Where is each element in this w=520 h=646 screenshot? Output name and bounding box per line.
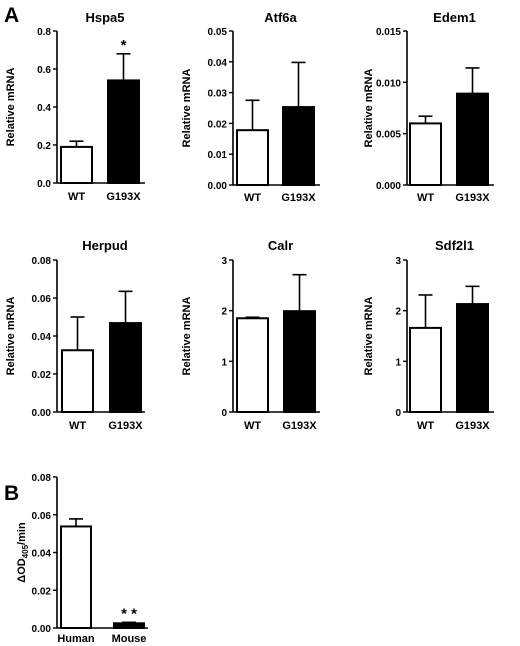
significance-marker: * — [121, 37, 127, 54]
y-tick-label: 0.00 — [208, 181, 228, 192]
x-tick-label-mouse: Mouse — [112, 633, 147, 645]
y-tick-label: 1 — [395, 357, 401, 368]
y-tick-label: 0.06 — [32, 511, 52, 522]
chart-title: Atf6a — [264, 10, 297, 25]
x-tick-label-g193x: G193X — [455, 192, 490, 204]
y-tick-label: 0.01 — [208, 150, 228, 161]
y-tick-label: 2 — [395, 307, 401, 318]
bar-g193x — [107, 79, 140, 184]
y-axis-label: Relative mRNA — [181, 297, 193, 376]
y-tick-label: 0.6 — [37, 65, 51, 76]
y-axis-label: Relative mRNA — [5, 68, 17, 147]
y-tick-label: 0.08 — [32, 256, 52, 267]
x-tick-label-wt: WT — [69, 420, 86, 432]
charts-layer: Hspa5 Relative mRNA 0.0 0.2 0.4 0.6 0.8 WT G193X… — [5, 10, 494, 645]
y-tick-label: 1 — [221, 357, 227, 368]
y-tick-label: 0.08 — [32, 473, 52, 484]
chart-title: Calr — [268, 238, 293, 253]
x-tick-label-human: Human — [57, 633, 95, 645]
chart-title: Herpud — [82, 238, 128, 253]
bar-wt — [236, 317, 269, 413]
y-axis-label: Relative mRNA — [5, 297, 17, 376]
significance-marker: * * — [121, 605, 137, 622]
bar-g193x — [283, 310, 316, 414]
y-axis-label-tail: /min — [16, 522, 28, 545]
y-tick-label: 0.02 — [32, 370, 52, 381]
x-tick-label-g193x: G193X — [455, 420, 490, 432]
y-axis-label: Relative mRNA — [363, 297, 375, 376]
y-tick-label: 0 — [221, 408, 227, 419]
x-tick-label-g193x: G193X — [108, 420, 143, 432]
chart-title: Sdf2l1 — [435, 238, 474, 253]
y-tick-label: 0.8 — [37, 27, 51, 38]
bar-wt — [60, 145, 93, 184]
bar-mouse — [113, 622, 145, 629]
y-tick-label: 0.02 — [208, 119, 228, 130]
y-axis-label-subscript: 405 — [21, 544, 30, 558]
chart-atf6a: Atf6a Relative mRNA 0.00 0.01 0.02 0.03 0.04 0.… — [181, 10, 320, 204]
y-tick-label: 0.4 — [37, 103, 51, 114]
y-tick-label: 0.000 — [376, 181, 401, 192]
chart-sdf2l1: Sdf2l1 Relative mRNA 0 1 2 3 WT G193X — [363, 238, 494, 432]
x-tick-label-wt: WT — [244, 420, 261, 432]
y-tick-label: 0.00 — [32, 408, 52, 419]
y-tick-label: 0.06 — [32, 294, 52, 305]
x-tick-label-g193x: G193X — [282, 420, 317, 432]
x-tick-label-g193x: G193X — [106, 191, 141, 203]
y-tick-label: 0.03 — [208, 89, 228, 100]
x-tick-label-wt: WT — [417, 192, 434, 204]
chart-title: Edem1 — [433, 10, 476, 25]
bar-human — [60, 525, 92, 630]
chart-title: Hspa5 — [85, 10, 124, 25]
bar-g193x — [456, 303, 489, 413]
bar-wt — [409, 122, 442, 186]
y-axis-label: ΔOD405/min — [16, 522, 30, 583]
panel-label-b: B — [4, 482, 19, 505]
y-tick-label: 0.04 — [32, 549, 52, 560]
bar-wt — [409, 326, 442, 414]
y-tick-label: 2 — [221, 307, 227, 318]
bar-wt — [61, 349, 94, 413]
panel-label-a: A — [4, 4, 19, 27]
chart-herpud: Herpud Relative mRNA 0.00 0.02 0.04 0.06 0.08 W… — [5, 238, 145, 432]
y-tick-label: 0.04 — [32, 332, 52, 343]
y-axis-label: Relative mRNA — [363, 69, 375, 148]
chart-edem1: Edem1 Relative mRNA 0.000 0.005 0.010 0.015 WT… — [363, 10, 494, 204]
y-tick-label: 0.0 — [37, 179, 51, 190]
x-tick-label-wt: WT — [417, 420, 434, 432]
chart-hspa5: Hspa5 Relative mRNA 0.0 0.2 0.4 0.6 0.8 WT G193X… — [5, 10, 145, 203]
bar-g193x — [456, 92, 489, 186]
y-tick-label: 3 — [395, 256, 401, 267]
bar-wt — [236, 129, 269, 186]
y-tick-label: 0.2 — [37, 141, 51, 152]
y-axis-label-main: ΔOD — [16, 558, 28, 582]
chart-calr: Calr Relative mRNA 0 1 2 3 WT G193X — [181, 238, 320, 432]
y-tick-label: 0.05 — [208, 27, 228, 38]
y-axis-label: Relative mRNA — [181, 69, 193, 148]
y-tick-label: 3 — [221, 256, 227, 267]
y-tick-label: 0.00 — [32, 624, 52, 635]
bar-g193x — [282, 106, 315, 186]
y-tick-label: 0 — [395, 408, 401, 419]
y-tick-label: 0.04 — [208, 58, 228, 69]
y-tick-label: 0.02 — [32, 586, 52, 597]
y-tick-label: 0.010 — [376, 78, 401, 89]
x-tick-label-wt: WT — [68, 191, 85, 203]
chart-panel-b: ΔOD405/min 0.00 0.02 0.04 0.06 0.08 Human Mouse… — [16, 473, 148, 645]
x-tick-label-wt: WT — [244, 192, 261, 204]
y-tick-label: 0.015 — [376, 27, 401, 38]
y-tick-label: 0.005 — [376, 130, 401, 141]
bar-g193x — [109, 322, 142, 413]
x-tick-label-g193x: G193X — [281, 192, 316, 204]
